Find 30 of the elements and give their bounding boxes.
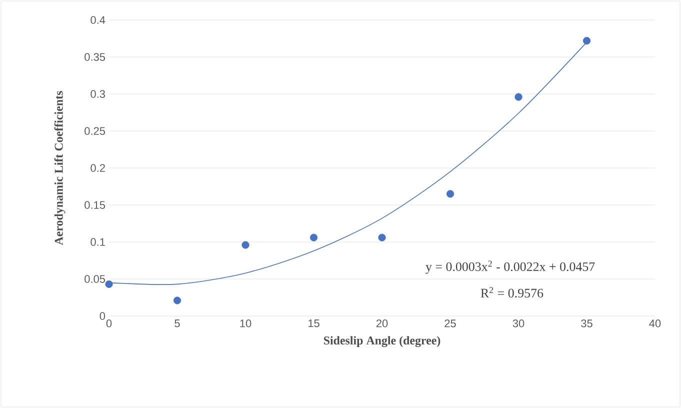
annotation: y = 0.0003x$^{2}$ - 0.0022x + 0.0457	[426, 260, 595, 274]
y-tick-label: 0.25	[84, 127, 106, 135]
y-tick-label: 0.2	[90, 164, 105, 172]
x-tick-label: 40	[649, 320, 661, 328]
y-tick-label: 0.3	[90, 90, 105, 98]
point	[173, 296, 182, 304]
point	[514, 93, 522, 101]
y-tick-label: 0.1	[90, 238, 105, 246]
x-tick-label: 25	[444, 320, 456, 328]
point	[582, 36, 591, 45]
x-tick-label: 5	[174, 320, 180, 328]
y-tick-label: 0.35	[84, 53, 106, 61]
y-tick-label: 0.05	[84, 275, 106, 283]
x-tick-label: 10	[240, 320, 252, 328]
x-axis-title: Sideslip Angle (degree)	[324, 336, 440, 348]
point	[242, 241, 250, 249]
point	[105, 280, 113, 288]
y-tick-label: 0.15	[84, 201, 106, 209]
point	[378, 234, 386, 242]
annotation: R$^{2}$ = 0.9576	[480, 287, 544, 298]
x-tick-label: 35	[581, 320, 592, 328]
x-tick-label: 15	[308, 320, 320, 328]
y-tick-label: 0.4	[90, 16, 106, 24]
x-tick-label: 30	[512, 320, 524, 328]
point	[446, 190, 454, 198]
point	[310, 234, 318, 242]
x-tick-label: 20	[376, 320, 388, 328]
y-tick-label: 0	[100, 312, 106, 320]
x-tick-label: 0	[106, 320, 112, 328]
y-axis-title: Aerodynamic Lift Coefficients	[54, 91, 66, 246]
